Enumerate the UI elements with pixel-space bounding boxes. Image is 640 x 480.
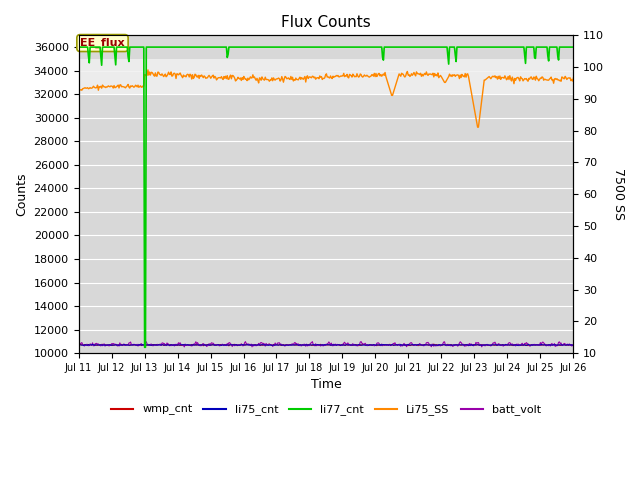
Legend: wmp_cnt, li75_cnt, li77_cnt, Li75_SS, batt_volt: wmp_cnt, li75_cnt, li77_cnt, Li75_SS, ba… (106, 400, 545, 420)
Y-axis label: Counts: Counts (15, 172, 28, 216)
Y-axis label: 7500 SS: 7500 SS (612, 168, 625, 220)
Text: EE_flux: EE_flux (80, 38, 125, 48)
Title: Flux Counts: Flux Counts (281, 15, 371, 30)
X-axis label: Time: Time (310, 378, 341, 392)
Bar (79, 59, 573, 94)
